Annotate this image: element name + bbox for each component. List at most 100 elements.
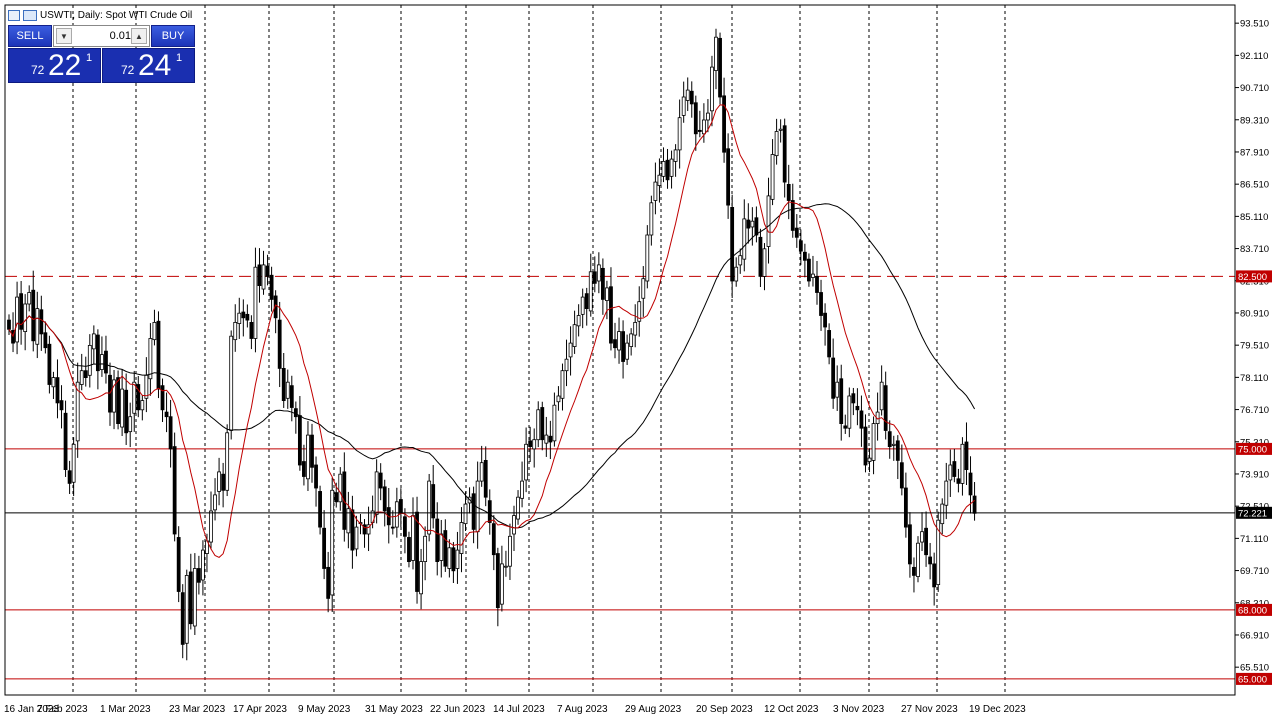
candle-bull	[685, 89, 690, 101]
candle-bull	[229, 335, 234, 431]
sell-price-fraction: 1	[86, 52, 93, 64]
candle-bear	[912, 566, 916, 576]
chart-frame	[4, 4, 1236, 696]
candle-bull	[835, 381, 840, 398]
candle-bull	[653, 181, 658, 201]
candle-bull	[184, 575, 189, 644]
candle-bull	[419, 561, 423, 595]
candle-bull	[100, 354, 104, 370]
current-price-tag-box	[1236, 506, 1272, 519]
candle-bear	[176, 537, 181, 592]
lot-size-control: ▼ ▲	[53, 25, 150, 47]
x-tick-label: 14 Jul 2023	[493, 704, 545, 715]
candle-bear	[318, 491, 322, 528]
candle-bull	[774, 131, 779, 157]
buy-price-prefix: 72	[121, 63, 135, 77]
level-tag-box	[1236, 603, 1272, 616]
candle-bear	[19, 293, 24, 330]
candle-bull	[847, 395, 852, 429]
candle-bull	[35, 308, 40, 345]
candle-bull	[394, 501, 399, 528]
candle-bull	[120, 388, 125, 428]
candle-bear	[697, 129, 702, 132]
lot-size-input[interactable]	[74, 28, 133, 44]
candle-bear	[310, 434, 314, 468]
candle-bull	[338, 473, 343, 503]
candle-bear	[887, 431, 892, 447]
candle-bear	[592, 271, 597, 284]
candle-bull	[960, 443, 965, 484]
candle-bear	[831, 357, 836, 399]
candle-bull	[710, 66, 714, 112]
candle-bear	[67, 470, 72, 484]
candle-bear	[245, 313, 250, 321]
candle-bear	[972, 495, 977, 514]
candle-bear	[188, 571, 193, 625]
level-tag-box	[1236, 270, 1272, 283]
candle-bear	[540, 407, 545, 441]
candle-bull	[261, 264, 266, 290]
chart-window-icon[interactable]	[23, 9, 37, 21]
triangle-down-icon[interactable]: ▼	[56, 28, 72, 44]
candle-bull	[516, 496, 520, 520]
candle-bull	[645, 234, 650, 282]
moving-average-fast	[8, 104, 975, 558]
candle-bull	[762, 248, 767, 277]
candle-bear	[952, 461, 957, 477]
candle-bull	[920, 531, 924, 543]
candle-bull	[508, 535, 512, 567]
y-tick-label: 68.310	[1240, 598, 1269, 609]
candle-bear	[932, 563, 937, 588]
candle-bear	[403, 516, 407, 537]
candle-bull	[455, 549, 460, 569]
x-tick-label: 16 Jan 2023	[4, 704, 59, 715]
candle-bull	[936, 519, 941, 586]
candle-bull	[512, 515, 516, 535]
candle-bear	[334, 492, 339, 503]
candle-bull	[447, 547, 452, 569]
y-tick-label: 92.110	[1240, 51, 1268, 62]
candle-bear	[665, 159, 670, 181]
candle-bull	[673, 149, 678, 162]
menu-icon[interactable]	[8, 9, 20, 21]
x-tick-label: 31 May 2023	[365, 704, 423, 715]
buy-price[interactable]: 72 24 1	[102, 48, 195, 83]
candle-bear	[471, 493, 476, 530]
candle-bear	[798, 240, 803, 252]
y-tick-label: 66.910	[1240, 630, 1269, 641]
candle-bull	[944, 480, 949, 506]
chart-title-bar: USWTI, Daily: Spot WTI Crude Oil	[8, 8, 192, 22]
candle-bear	[39, 309, 44, 335]
candle-bull	[669, 158, 674, 177]
triangle-up-icon[interactable]: ▲	[131, 28, 147, 44]
candle-bull	[520, 480, 524, 499]
candle-bear	[815, 275, 819, 293]
x-tick-label: 9 May 2023	[298, 704, 351, 715]
candle-bear	[491, 523, 496, 556]
candle-bull	[15, 296, 19, 343]
sell-button[interactable]: SELL	[8, 25, 52, 47]
candle-bull	[649, 202, 654, 236]
candle-bear	[221, 473, 226, 491]
candle-bull	[576, 315, 581, 327]
candle-bear	[108, 374, 112, 413]
candle-bear	[241, 311, 246, 319]
sell-price[interactable]: 72 22 1	[8, 48, 101, 83]
candle-bull	[552, 404, 557, 442]
y-tick-label: 80.910	[1240, 308, 1269, 319]
candle-bull	[706, 112, 710, 121]
y-tick-label: 93.510	[1240, 19, 1269, 30]
one-click-trading-panel: SELL ▼ ▲ BUY 72 22 1 72 24 1	[8, 25, 195, 83]
candle-bear	[790, 200, 795, 231]
candle-bear	[908, 524, 912, 565]
buy-button[interactable]: BUY	[151, 25, 195, 47]
candle-bull	[463, 503, 468, 525]
candle-bull	[374, 471, 379, 515]
candle-bear	[95, 334, 100, 372]
x-tick-label: 12 Oct 2023	[764, 704, 819, 715]
vertical-grid	[72, 5, 1006, 695]
candle-bull	[564, 358, 569, 372]
candle-bull	[140, 400, 145, 411]
